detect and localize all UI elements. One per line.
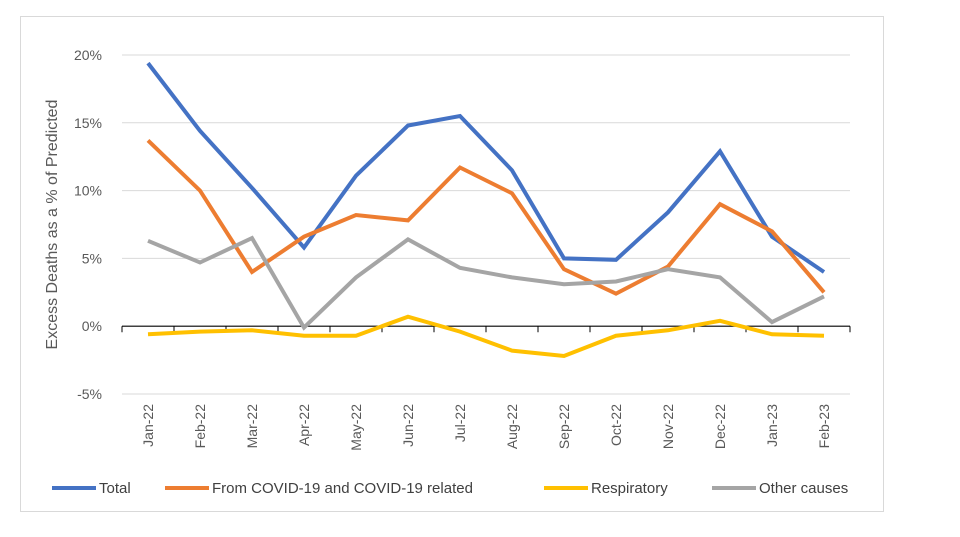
series-line-1 [146, 61, 826, 274]
x-tick-label: Sep-22 [556, 404, 572, 449]
legend-label: Other causes [759, 480, 848, 497]
y-tick-label: 5% [82, 250, 102, 266]
y-axis-title: Excess Deaths as a % of Predicted [44, 100, 61, 350]
x-tick-label: Oct-22 [608, 404, 624, 446]
legend-label: Total [99, 480, 131, 497]
x-tick-label: Apr-22 [296, 404, 312, 446]
x-tick-label: Feb-22 [192, 404, 208, 449]
x-tick-label: Aug-22 [504, 404, 520, 449]
x-tick-label: Nov-22 [660, 404, 676, 449]
y-tick-label: 15% [74, 115, 102, 131]
x-tick-label: Feb-23 [816, 404, 832, 449]
y-tick-label: 10% [74, 183, 102, 199]
series-line-3 [147, 314, 825, 359]
x-tick-label: Mar-22 [244, 404, 260, 449]
legend-label: From COVID-19 and COVID-19 related [212, 480, 473, 497]
x-tick-label: Jun-22 [400, 404, 416, 447]
y-tick-label: -5% [77, 386, 102, 402]
x-tick-label: Jan-22 [140, 404, 156, 447]
x-tick-label: Jul-22 [452, 404, 468, 442]
x-tick-label: Jan-23 [764, 404, 780, 447]
series-line-2 [146, 138, 826, 296]
y-tick-label: 0% [82, 318, 102, 334]
x-tick-label: May-22 [348, 404, 364, 451]
legend-label: Respiratory [591, 480, 668, 497]
series-line-4 [147, 235, 825, 331]
x-tick-label: Dec-22 [712, 404, 728, 449]
y-tick-label: 20% [74, 47, 102, 63]
